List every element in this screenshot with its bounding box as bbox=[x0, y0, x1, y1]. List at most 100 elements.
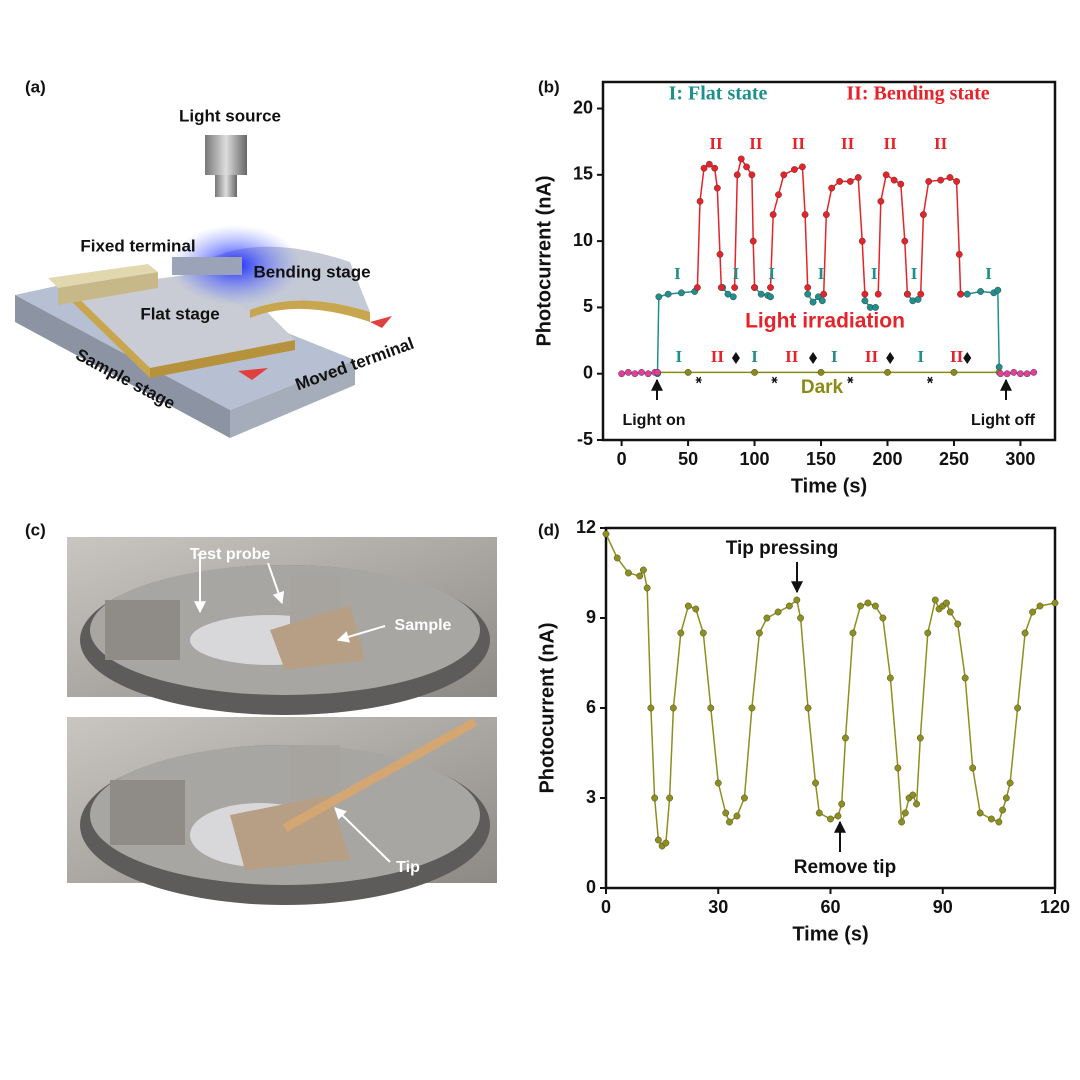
data-point bbox=[804, 290, 812, 298]
diamond-mark bbox=[963, 352, 972, 364]
data-point bbox=[716, 250, 724, 258]
data-point bbox=[931, 596, 939, 604]
data-point bbox=[763, 614, 771, 622]
data-point bbox=[711, 164, 719, 172]
data-point bbox=[602, 530, 610, 538]
data-point bbox=[987, 815, 995, 823]
state-mark: I bbox=[818, 264, 825, 283]
data-point bbox=[785, 602, 793, 610]
data-point bbox=[733, 812, 741, 820]
data-point bbox=[812, 779, 819, 787]
data-point bbox=[647, 704, 655, 712]
data-point bbox=[1051, 599, 1059, 607]
x-tick-label: 30 bbox=[708, 897, 728, 917]
data-point bbox=[741, 794, 748, 802]
legend-entry: I: Flat state bbox=[669, 83, 768, 105]
data-point bbox=[1014, 704, 1021, 712]
y-tick-label: 3 bbox=[586, 787, 596, 807]
data-point bbox=[1029, 608, 1036, 616]
panel-label: (c) bbox=[25, 520, 46, 539]
data-point bbox=[613, 554, 621, 562]
annotation: Tip pressing bbox=[726, 538, 839, 559]
state-mark: II bbox=[884, 134, 898, 153]
schematic-label: Light source bbox=[179, 106, 281, 125]
data-point bbox=[757, 290, 765, 298]
data-point bbox=[1023, 370, 1031, 378]
data-point bbox=[882, 171, 890, 179]
series-line bbox=[877, 173, 909, 295]
state-mark: II bbox=[785, 347, 799, 366]
data-point bbox=[857, 602, 864, 610]
photo-arrows bbox=[194, 553, 391, 863]
state-mark: I bbox=[917, 347, 924, 366]
y-tick-label: 9 bbox=[586, 607, 596, 627]
data-point bbox=[858, 237, 866, 245]
x-tick-label: 300 bbox=[1005, 449, 1035, 469]
data-point bbox=[809, 298, 817, 306]
data-point bbox=[834, 812, 842, 820]
data-point bbox=[925, 178, 933, 185]
x-tick-label: 120 bbox=[1040, 897, 1070, 917]
data-point bbox=[664, 290, 672, 298]
diamond-mark bbox=[731, 352, 740, 364]
data-point bbox=[977, 288, 984, 295]
annotation: Light irradiation bbox=[745, 310, 905, 333]
data-point bbox=[1002, 794, 1010, 802]
state-mark: II bbox=[841, 134, 855, 153]
data-point bbox=[898, 818, 905, 826]
data-point bbox=[1030, 368, 1038, 376]
y-tick-label: 5 bbox=[583, 296, 593, 316]
asterisk-mark bbox=[771, 376, 778, 384]
series-line bbox=[605, 533, 1056, 848]
data-point bbox=[994, 286, 1002, 294]
data-point bbox=[692, 605, 700, 613]
data-point bbox=[748, 171, 756, 179]
data-point bbox=[804, 284, 812, 291]
data-point bbox=[961, 674, 969, 682]
data-point bbox=[631, 370, 639, 378]
state-mark: I bbox=[871, 264, 878, 283]
data-point bbox=[707, 704, 715, 712]
data-point bbox=[655, 293, 663, 301]
x-tick-label: 0 bbox=[617, 449, 627, 469]
data-point bbox=[849, 629, 857, 637]
data-point bbox=[909, 791, 917, 799]
data-point bbox=[1006, 779, 1014, 787]
data-point bbox=[700, 164, 708, 172]
state-mark: I bbox=[675, 347, 682, 366]
data-point bbox=[714, 779, 722, 787]
y-tick-label: 15 bbox=[573, 164, 593, 184]
data-point bbox=[955, 250, 963, 258]
data-point bbox=[946, 174, 954, 181]
y-axis-title: Photocurrent (nA) bbox=[533, 175, 555, 346]
series-line bbox=[696, 163, 723, 288]
x-tick-label: 100 bbox=[740, 449, 770, 469]
state-mark: I bbox=[751, 347, 758, 366]
y-tick-label: 6 bbox=[586, 697, 596, 717]
photo bbox=[67, 537, 497, 905]
state-mark: II bbox=[792, 134, 806, 153]
diamond-mark bbox=[809, 352, 818, 364]
data-point bbox=[836, 178, 844, 185]
data-point bbox=[963, 290, 971, 298]
y-tick-label: -5 bbox=[577, 429, 593, 449]
state-mark: II bbox=[709, 134, 723, 153]
data-point bbox=[897, 180, 905, 188]
data-point bbox=[872, 602, 879, 610]
x-tick-label: 0 bbox=[601, 897, 611, 917]
x-tick-label: 200 bbox=[872, 449, 902, 469]
data-point bbox=[818, 297, 826, 305]
data-point bbox=[969, 764, 977, 772]
x-tick-label: 50 bbox=[678, 449, 698, 469]
data-point bbox=[669, 704, 677, 712]
data-point bbox=[737, 155, 745, 163]
data-point bbox=[624, 368, 632, 376]
data-point bbox=[999, 806, 1007, 814]
panel-label: (d) bbox=[538, 520, 560, 539]
data-point bbox=[904, 290, 911, 298]
data-point bbox=[916, 734, 924, 742]
data-point bbox=[937, 176, 945, 184]
y-tick-label: 10 bbox=[573, 230, 593, 250]
data-point bbox=[799, 163, 806, 171]
